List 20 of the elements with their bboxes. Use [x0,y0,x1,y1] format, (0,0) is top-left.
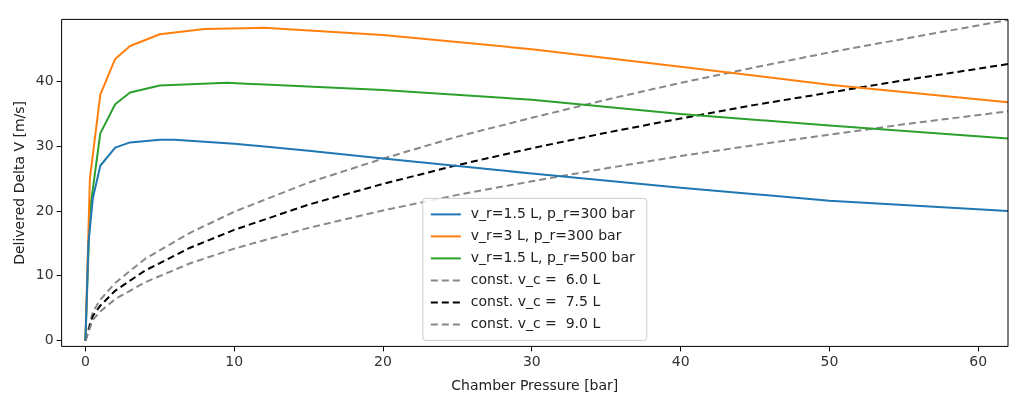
y-tick-label: 40 [35,72,54,89]
x-tick-label: 20 [374,353,392,370]
x-tick-label: 50 [820,353,839,370]
x-tick-label: 30 [522,353,541,370]
legend-label: const. v_c = 9.0 L [470,315,601,332]
legend-label: v_r=1.5 L, p_r=300 bar [470,205,636,222]
x-tick-label: 60 [969,353,988,370]
y-tick-label: 10 [35,266,54,283]
legend-label: v_r=3 L, p_r=300 bar [470,227,622,244]
legend-label: const. v_c = 6.0 L [470,271,601,288]
x-tick-label: 10 [225,353,244,370]
x-axis-title: Chamber Pressure [bar] [451,377,619,394]
y-tick-label: 0 [44,331,54,348]
x-tick-label: 0 [80,353,90,370]
y-tick-label: 20 [35,201,54,218]
legend-label: v_r=1.5 L, p_r=500 bar [470,249,636,266]
y-axis-title: Delivered Delta V [m/s] [11,100,28,265]
x-tick-label: 40 [671,353,690,370]
y-tick-label: 30 [35,136,54,153]
legend-label: const. v_c = 7.5 L [470,293,601,310]
